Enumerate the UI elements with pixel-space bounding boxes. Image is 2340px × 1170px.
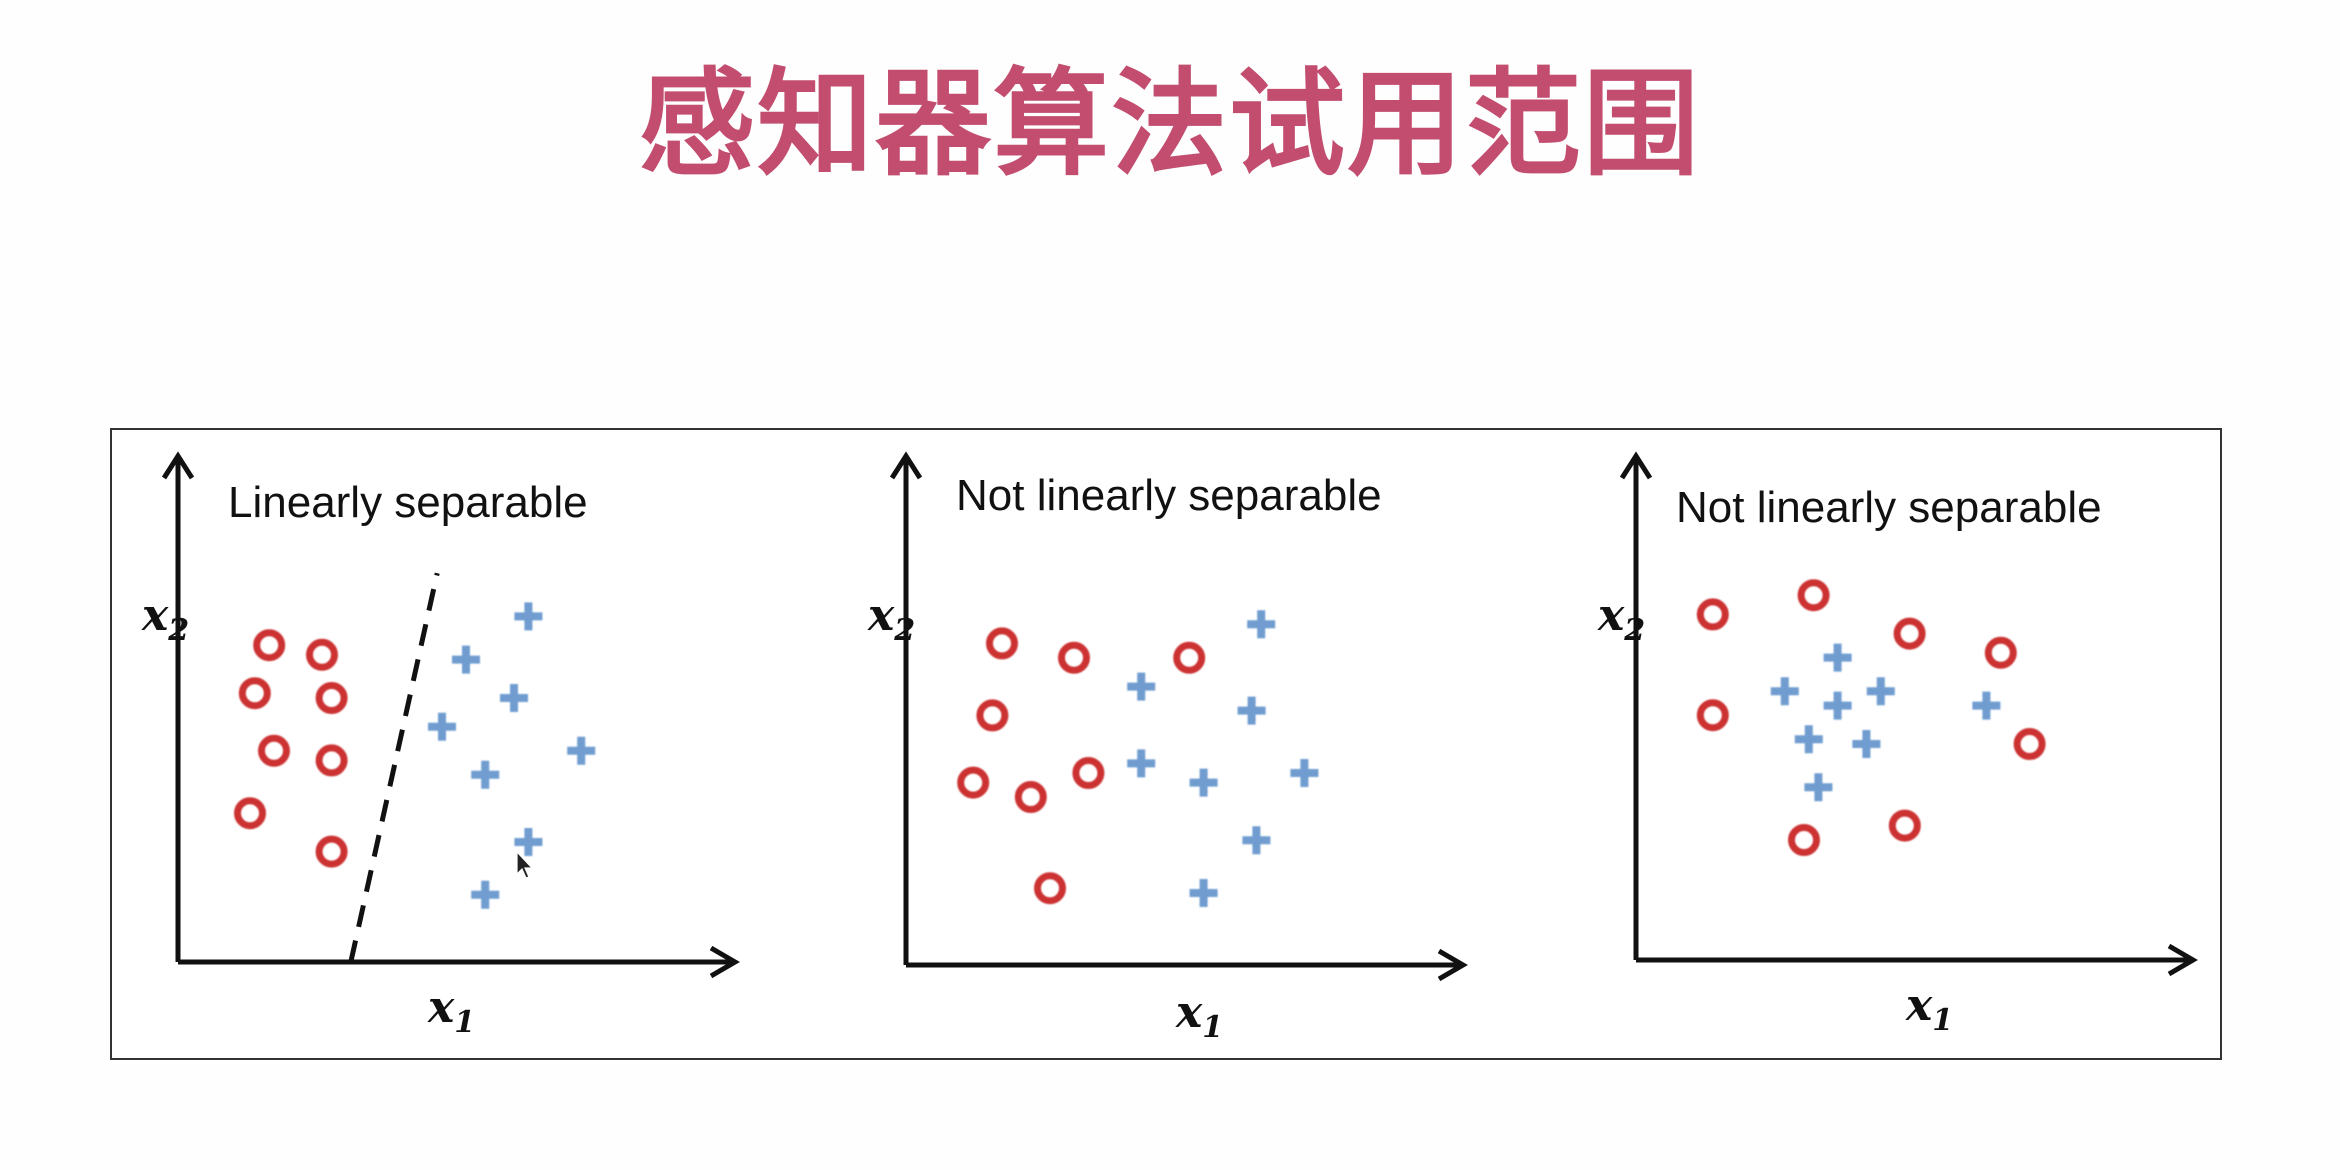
plus-point xyxy=(1804,773,1833,802)
plus-point xyxy=(1794,725,1823,754)
panel-1-y-axis-label: x2 xyxy=(141,590,189,648)
panel-2-y-axis-label: x2 xyxy=(867,590,915,648)
panel-3-x-axis-label: x1 xyxy=(1905,980,1953,1038)
plus-point xyxy=(514,602,543,631)
panel-2: Not linearly separable x1 x2 xyxy=(867,451,1468,1045)
figure-svg: Linearly separable x1 x2 Not linearly se… xyxy=(141,451,2198,1045)
circle-point xyxy=(986,627,1018,660)
plus-point xyxy=(1237,696,1266,725)
circle-point xyxy=(1034,872,1066,905)
panel-3: Not linearly separable x1 x2 xyxy=(1597,451,2198,1038)
plus-point xyxy=(1189,768,1218,797)
mouse-cursor-icon xyxy=(516,850,534,879)
circle-point xyxy=(253,629,286,662)
circle-point xyxy=(1797,579,1830,612)
plus-point xyxy=(1242,826,1271,855)
circle-point xyxy=(1984,636,2017,669)
x-axis-arrow-icon xyxy=(2167,943,2198,977)
plus-point xyxy=(471,880,500,909)
panel-2-axes xyxy=(889,451,1468,982)
panel-3-title: Not linearly separable xyxy=(1676,483,2102,532)
circle-point xyxy=(315,682,348,714)
decision-boundary-line xyxy=(348,572,440,963)
circle-point xyxy=(1173,641,1206,674)
plus-point xyxy=(428,712,456,741)
plus-point xyxy=(1127,749,1156,778)
panel-2-title: Not linearly separable xyxy=(956,471,1382,520)
plus-point xyxy=(1823,643,1852,672)
plus-point xyxy=(1189,879,1218,907)
circle-point xyxy=(315,744,348,777)
plus-point xyxy=(1290,759,1319,787)
circle-point xyxy=(1072,757,1105,789)
y-axis-arrow-icon xyxy=(161,451,195,480)
circle-point xyxy=(2013,728,2046,760)
circle-point xyxy=(1788,824,1820,856)
y-axis-arrow-icon xyxy=(1619,451,1653,480)
circle-point xyxy=(238,677,271,710)
circle-point xyxy=(315,835,348,868)
panel-1-axes xyxy=(161,451,740,979)
circle-point xyxy=(258,734,290,767)
panel-3-marks xyxy=(1696,579,2046,856)
plus-point xyxy=(1770,677,1799,706)
x-axis-arrow-icon xyxy=(1437,948,1468,982)
plus-point xyxy=(1823,691,1852,720)
plus-point xyxy=(1247,610,1276,639)
plus-point xyxy=(471,760,500,789)
plus-point xyxy=(1127,672,1156,701)
circle-point xyxy=(976,699,1009,732)
x-axis-arrow-icon xyxy=(709,945,740,979)
circle-point xyxy=(1014,781,1047,813)
panel-3-y-axis-label: x2 xyxy=(1597,590,1645,648)
panel-1: Linearly separable x1 x2 xyxy=(141,451,740,1040)
plus-point xyxy=(1866,677,1895,706)
circle-point xyxy=(1893,617,1926,650)
circle-point xyxy=(1696,699,1729,732)
panel-3-axes xyxy=(1619,451,2198,977)
circle-point xyxy=(957,766,990,799)
circle-point xyxy=(1696,598,1729,631)
panel-1-title: Linearly separable xyxy=(228,478,588,527)
plus-point xyxy=(567,736,596,765)
plus-point xyxy=(452,645,480,674)
circle-point xyxy=(234,797,266,830)
panel-2-x-axis-label: x1 xyxy=(1175,987,1223,1045)
circle-point xyxy=(306,638,338,671)
plus-point xyxy=(500,684,528,712)
slide-title: 感知器算法试用范围 xyxy=(639,57,1701,192)
plus-point xyxy=(514,828,543,856)
panel-1-x-axis-label: x1 xyxy=(427,982,475,1040)
figure-frame: Linearly separable x1 x2 Not linearly se… xyxy=(110,428,2222,1060)
plus-point xyxy=(1852,730,1881,758)
panel-1-marks xyxy=(234,572,596,963)
circle-point xyxy=(1058,641,1090,674)
y-axis-arrow-icon xyxy=(889,451,923,480)
circle-point xyxy=(1888,809,1921,842)
plus-point xyxy=(1972,691,2001,720)
panel-2-marks xyxy=(957,610,1319,907)
